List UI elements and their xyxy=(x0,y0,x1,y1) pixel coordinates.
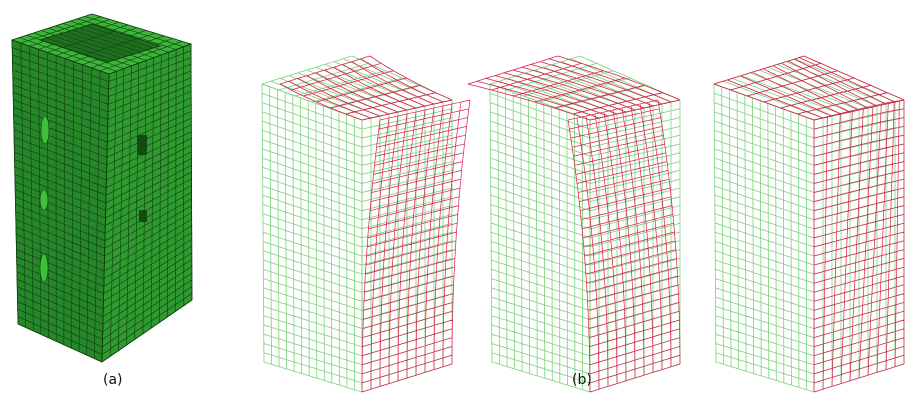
deformed-top-mesh xyxy=(467,55,681,121)
mode-shape-2 xyxy=(467,55,681,393)
undeformed-left-mesh xyxy=(713,83,815,393)
undeformed-top-mesh xyxy=(713,55,905,121)
deformed-right-mesh xyxy=(567,99,681,393)
caption-b: (b) xyxy=(572,372,592,388)
deformed-top-mesh xyxy=(279,55,453,121)
deformed-top-mesh xyxy=(713,55,905,121)
undeformed-left-mesh xyxy=(489,83,591,393)
mode-shape-3 xyxy=(713,55,905,393)
side-opening xyxy=(39,189,49,211)
caption-a: (a) xyxy=(103,372,123,388)
side-opening xyxy=(40,115,50,145)
right-face-mesh xyxy=(101,43,193,363)
mode-shape-1 xyxy=(261,55,471,393)
window-opening xyxy=(139,210,147,222)
undeformed-left-mesh xyxy=(261,83,363,393)
deformed-right-mesh xyxy=(361,99,471,393)
shaft-wall-mesh xyxy=(39,23,161,63)
solid-tower-mesh xyxy=(10,13,193,363)
side-opening xyxy=(39,253,49,283)
tower-left-face xyxy=(11,39,110,363)
window-opening xyxy=(137,135,147,155)
deformed-right-mesh xyxy=(813,99,905,393)
